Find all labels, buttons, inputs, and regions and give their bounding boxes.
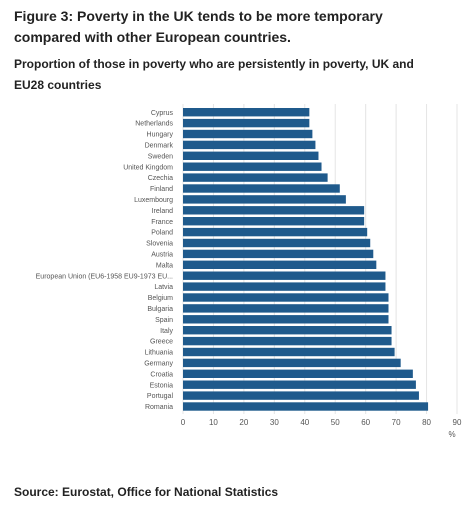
bar[interactable] bbox=[183, 369, 413, 378]
category-label: Belgium bbox=[148, 295, 173, 302]
category-label: Portugal bbox=[147, 393, 174, 400]
bar[interactable] bbox=[183, 271, 386, 280]
source-note: Source: Eurostat, Office for National St… bbox=[14, 485, 279, 499]
bar[interactable] bbox=[183, 293, 389, 302]
bar[interactable] bbox=[183, 358, 401, 368]
bars bbox=[183, 108, 429, 411]
category-label: European Union (EU6-1958 EU9-1973 EU... bbox=[36, 273, 173, 280]
category-label: United Kingdom bbox=[123, 164, 173, 171]
category-label: Latvia bbox=[154, 284, 173, 291]
chart-title: Figure 3: Poverty in the UK tends to be … bbox=[14, 8, 383, 45]
bar[interactable] bbox=[183, 380, 416, 389]
bar[interactable] bbox=[183, 315, 389, 324]
gridlines bbox=[182, 104, 458, 414]
x-tick-label: 60 bbox=[361, 418, 370, 427]
category-label: Bulgaria bbox=[147, 306, 173, 313]
bar[interactable] bbox=[183, 195, 346, 204]
bar[interactable] bbox=[183, 402, 429, 411]
category-label: Luxembourg bbox=[134, 197, 173, 204]
bar[interactable] bbox=[183, 140, 316, 150]
category-label: Finland bbox=[150, 186, 173, 193]
bar[interactable] bbox=[183, 217, 365, 226]
category-label: Slovenia bbox=[146, 241, 173, 248]
x-tick-label: 90 bbox=[453, 418, 462, 427]
bar-chart: Cyprus Netherlands Hungary Denmark Sweden Uni… bbox=[36, 104, 462, 439]
category-label: Poland bbox=[151, 230, 173, 237]
category-label: Germany bbox=[144, 361, 173, 368]
x-tick-label: 10 bbox=[209, 418, 218, 427]
bar[interactable] bbox=[183, 227, 368, 237]
category-label: Austria bbox=[151, 252, 173, 259]
bar[interactable] bbox=[183, 173, 328, 182]
bar[interactable] bbox=[183, 260, 377, 269]
category-label: Netherlands bbox=[135, 121, 173, 128]
category-label: Czechia bbox=[148, 175, 173, 182]
chart-subtitle: Proportion of those in poverty who are p… bbox=[14, 57, 414, 92]
category-label: Cyprus bbox=[151, 110, 174, 117]
category-label: Malta bbox=[156, 262, 173, 269]
x-tick-label: 70 bbox=[392, 418, 401, 427]
category-label: Denmark bbox=[145, 143, 174, 150]
bar[interactable] bbox=[183, 238, 371, 248]
x-tick-label: 20 bbox=[239, 418, 248, 427]
bar[interactable] bbox=[183, 206, 365, 215]
bar[interactable] bbox=[183, 129, 313, 139]
bar[interactable] bbox=[183, 336, 392, 346]
bar[interactable] bbox=[183, 162, 322, 171]
bar[interactable] bbox=[183, 151, 319, 160]
x-axis-ticks: 0 10 20 30 40 50 60 70 80 90 bbox=[181, 418, 462, 427]
category-label: Romania bbox=[145, 404, 173, 411]
category-label: Italy bbox=[160, 328, 173, 335]
bar[interactable] bbox=[183, 347, 395, 357]
category-label: France bbox=[151, 219, 173, 226]
category-label: Greece bbox=[150, 339, 173, 346]
category-labels: Cyprus Netherlands Hungary Denmark Sweden Uni… bbox=[36, 110, 174, 411]
category-label: Estonia bbox=[150, 382, 173, 389]
category-label: Spain bbox=[155, 317, 173, 324]
bar[interactable] bbox=[183, 304, 389, 313]
x-tick-label: 0 bbox=[181, 418, 186, 427]
category-label: Sweden bbox=[148, 153, 173, 160]
category-label: Lithuania bbox=[145, 350, 174, 357]
bar[interactable] bbox=[183, 326, 392, 335]
bar[interactable] bbox=[183, 118, 310, 128]
x-tick-label: 30 bbox=[270, 418, 279, 427]
x-axis-unit: % bbox=[448, 430, 455, 439]
bar[interactable] bbox=[183, 282, 386, 291]
category-label: Hungary bbox=[147, 132, 174, 139]
bar[interactable] bbox=[183, 249, 374, 259]
x-tick-label: 80 bbox=[422, 418, 431, 427]
x-tick-label: 40 bbox=[300, 418, 309, 427]
bar[interactable] bbox=[183, 391, 419, 400]
category-label: Ireland bbox=[152, 208, 174, 215]
bar[interactable] bbox=[183, 184, 340, 193]
bar[interactable] bbox=[183, 108, 310, 117]
category-label: Croatia bbox=[150, 371, 173, 378]
x-tick-label: 50 bbox=[331, 418, 340, 427]
